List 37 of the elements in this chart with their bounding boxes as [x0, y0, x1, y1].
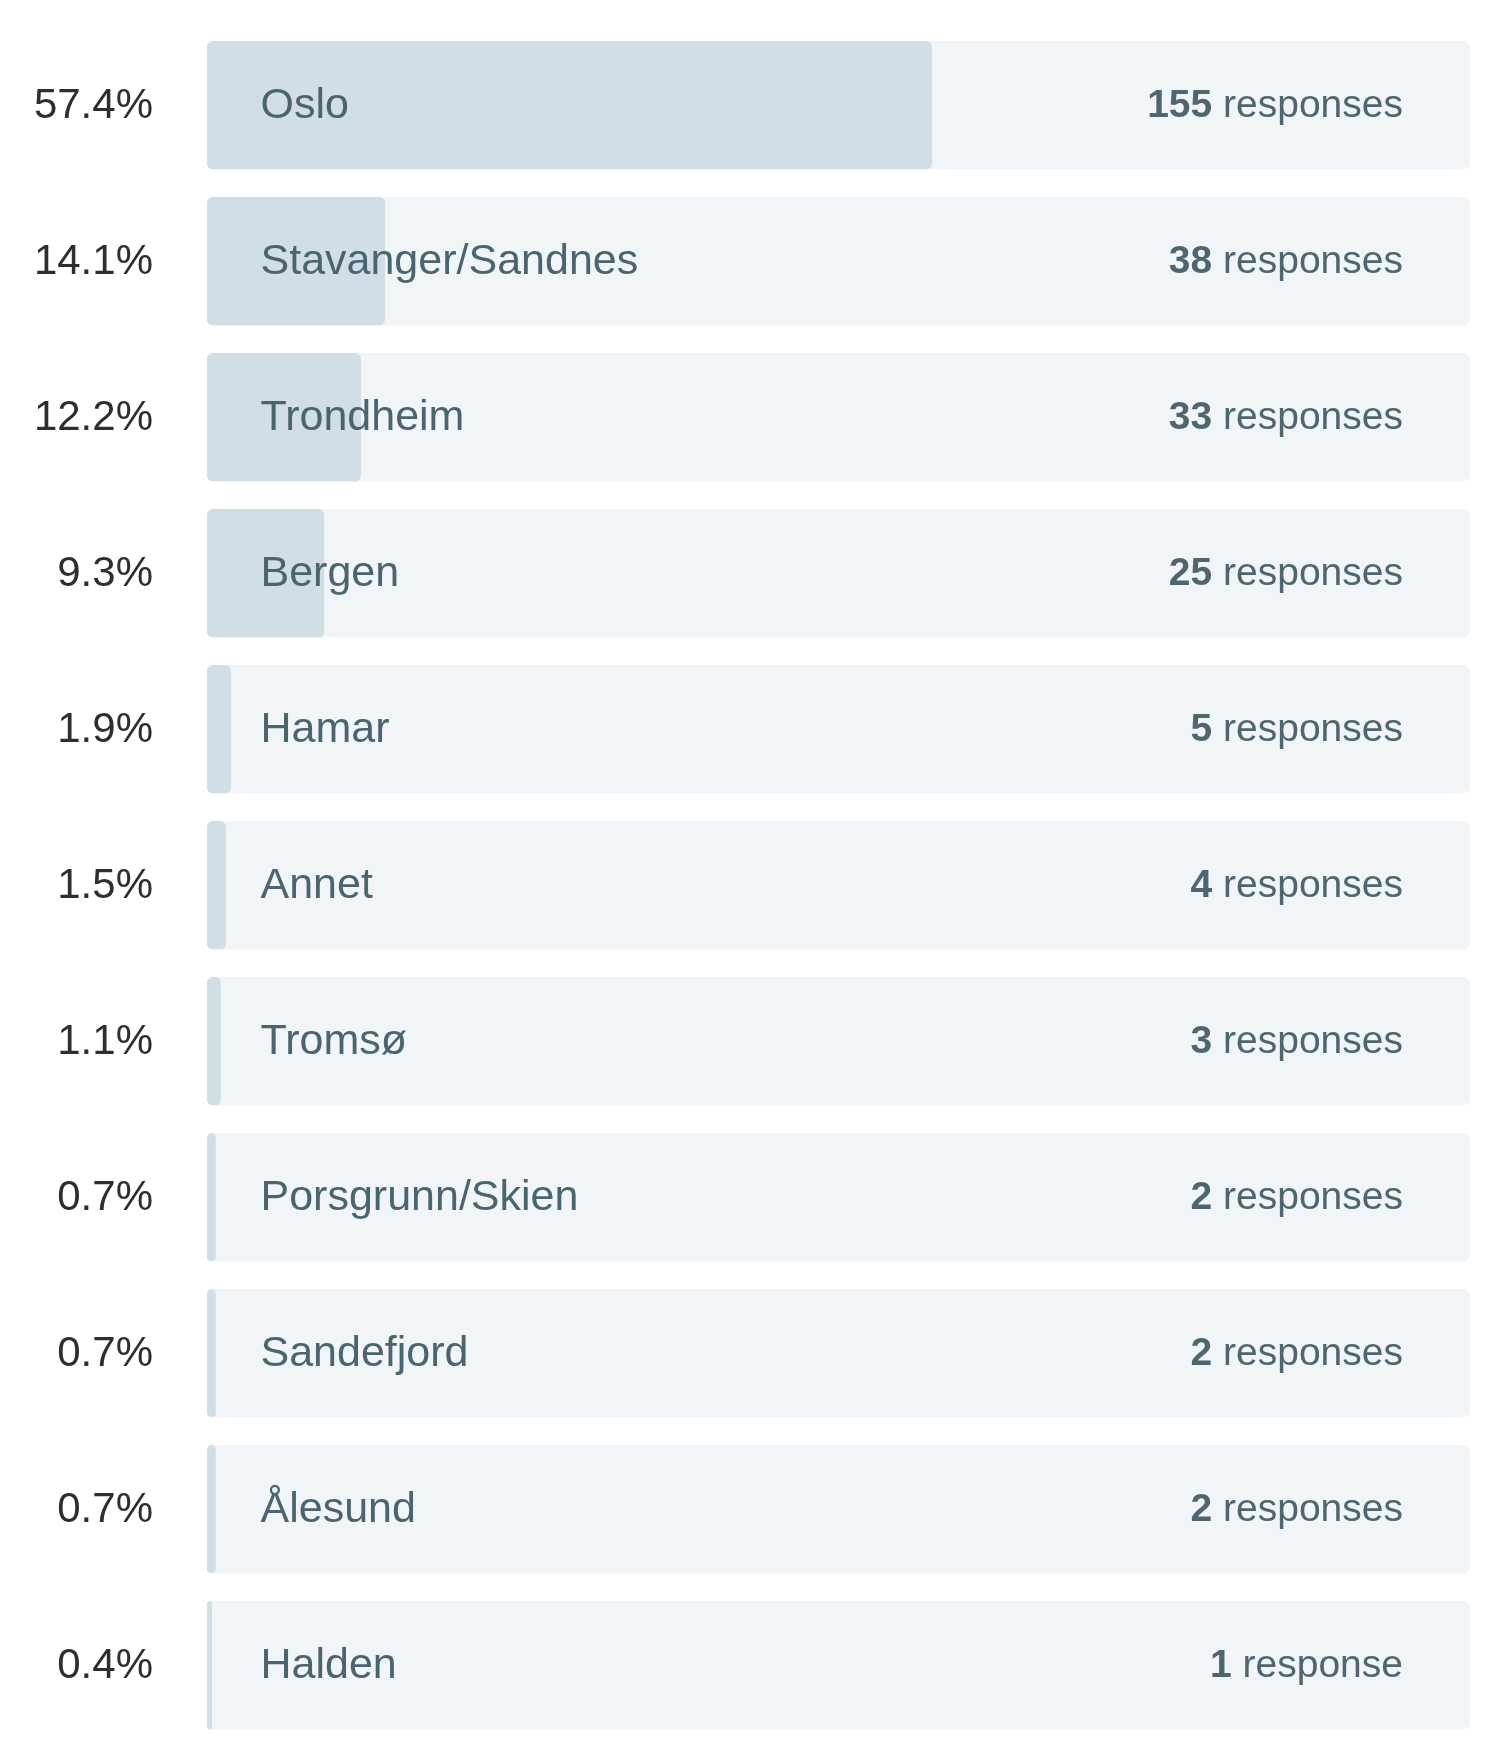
data-label: 0.7%: [57, 1328, 153, 1376]
annotation: 1 response: [1210, 1642, 1403, 1686]
data-label: 1.9%: [57, 704, 153, 752]
bar: [207, 1601, 213, 1730]
annotation: 2 responses: [1190, 1330, 1403, 1374]
data-label: 0.4%: [57, 1640, 153, 1688]
annotation: 4 responses: [1190, 862, 1403, 906]
annotation: 5 responses: [1190, 706, 1403, 750]
data-label: 12.2%: [33, 392, 153, 440]
bar: [207, 821, 226, 950]
annotation: 38 responses: [1168, 238, 1403, 282]
y-tick-label: Halden: [260, 1639, 397, 1688]
annotation: 25 responses: [1168, 550, 1403, 594]
data-label: 0.7%: [57, 1172, 153, 1220]
annotation: 33 responses: [1168, 394, 1403, 438]
data-label: 57.4%: [33, 80, 153, 128]
y-tick-label: Trondheim: [260, 391, 465, 440]
annotation: 2 responses: [1190, 1174, 1403, 1218]
y-tick-label: Sandefjord: [260, 1327, 469, 1376]
data-label: 9.3%: [57, 548, 153, 596]
y-tick-label: Porsgrunn/Skien: [260, 1171, 579, 1220]
y-tick-label: Annet: [260, 859, 373, 908]
data-label: 0.7%: [57, 1484, 153, 1532]
data-label: 1.5%: [57, 860, 153, 908]
annotation: 2 responses: [1190, 1486, 1403, 1530]
annotation: 155 responses: [1147, 82, 1403, 126]
data-label: 1.1%: [57, 1016, 153, 1064]
y-tick-label: Ålesund: [260, 1483, 416, 1532]
data-label: 14.1%: [33, 236, 153, 284]
bar: [207, 977, 221, 1106]
y-tick-label: Oslo: [260, 79, 349, 128]
y-tick-label: Stavanger/Sandnes: [260, 235, 639, 284]
annotation: 3 responses: [1190, 1018, 1403, 1062]
y-tick-label: Hamar: [260, 703, 390, 752]
bar: [207, 665, 231, 794]
y-tick-label: Tromsø: [260, 1015, 407, 1064]
y-tick-label: Bergen: [260, 547, 400, 596]
